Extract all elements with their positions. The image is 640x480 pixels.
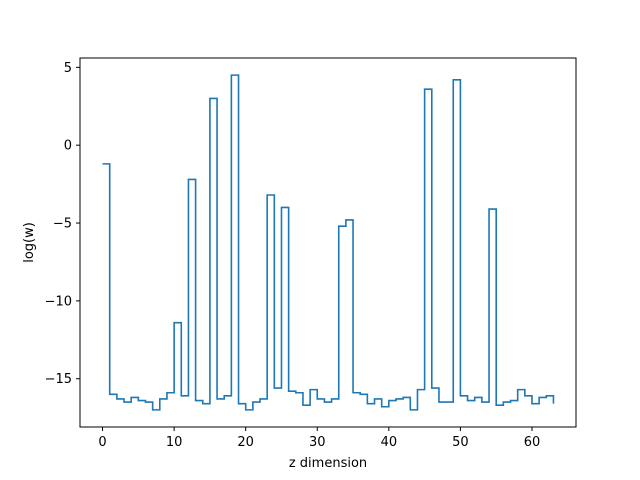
x-tick-label: 60 <box>524 435 541 450</box>
plot-area <box>80 58 576 427</box>
axes-frame <box>79 57 577 428</box>
series-line <box>102 74 555 411</box>
x-tick-label: 40 <box>381 435 398 450</box>
y-axis-label: log(w) <box>22 222 37 263</box>
x-tick-label: 20 <box>237 435 254 450</box>
x-axis-ticks: 0 10 20 30 40 50 60 <box>98 427 540 450</box>
x-axis-label: z dimension <box>289 456 367 471</box>
y-tick-label: 0 <box>64 139 72 154</box>
y-tick-label: 5 <box>64 61 72 76</box>
y-tick-label: −15 <box>45 372 72 387</box>
y-tick-label: −5 <box>53 217 72 232</box>
x-tick-label: 10 <box>166 435 183 450</box>
y-tick-label: −10 <box>45 294 72 309</box>
series-layer <box>102 74 555 411</box>
x-tick-label: 30 <box>309 435 326 450</box>
x-tick-label: 50 <box>452 435 469 450</box>
y-axis-ticks: 5 0 −5 −10 −15 <box>45 61 80 387</box>
x-tick-label: 0 <box>98 435 106 450</box>
